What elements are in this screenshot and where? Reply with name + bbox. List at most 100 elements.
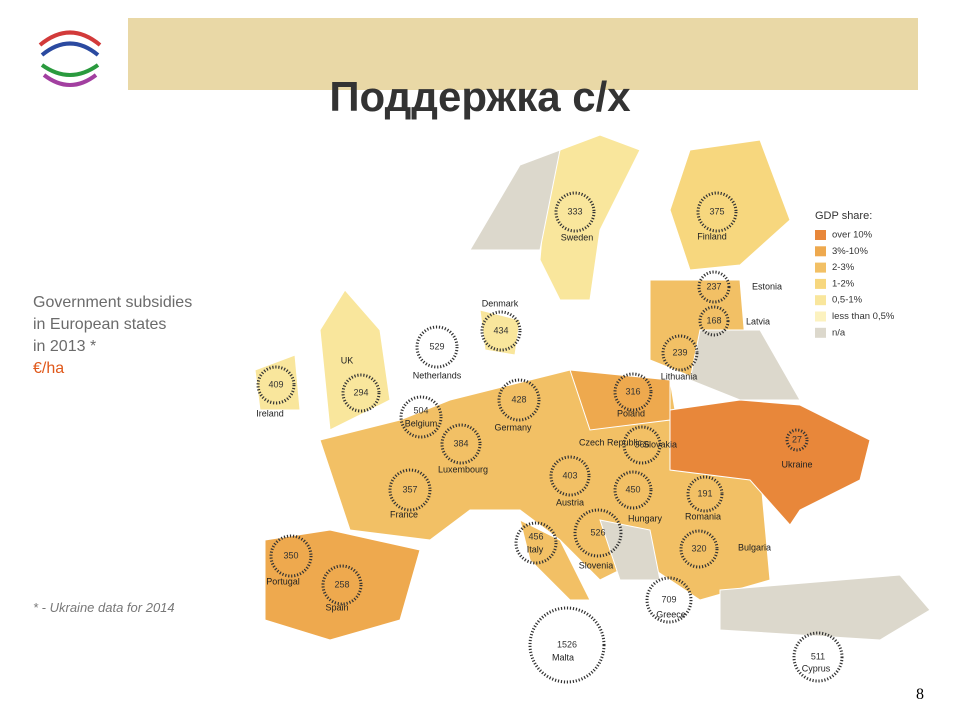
country-label: Lithuania — [661, 371, 698, 381]
description-line: in 2013 * — [33, 338, 97, 355]
country-value: 709 — [661, 594, 676, 604]
country-value: 511 — [811, 651, 825, 661]
country-value: 237 — [706, 281, 721, 291]
legend-swatch — [815, 295, 826, 306]
value-ring — [480, 310, 522, 352]
legend: GDP share: over 10% 3%-10% 2-3% 1-2% 0,5-1% l… — [815, 210, 895, 338]
country-value: 456 — [528, 531, 543, 541]
country-label: Hungary — [628, 513, 663, 523]
value-ring — [645, 576, 693, 624]
legend-swatch — [815, 311, 826, 322]
country-label: Luxembourg — [438, 464, 488, 474]
value-ring — [549, 455, 591, 497]
country-value: 403 — [562, 470, 577, 480]
value-ring — [554, 191, 596, 233]
title: Поддержка с/х — [329, 73, 631, 120]
value-ring — [679, 529, 719, 569]
country-value: 529 — [429, 341, 444, 351]
country-label: Spain — [325, 602, 348, 612]
country-value: 526 — [590, 527, 605, 537]
legend-label: over 10% — [832, 230, 873, 241]
footnote: * - Ukraine data for 2014 — [33, 600, 175, 615]
country-label: Cyprus — [802, 663, 831, 673]
value-ring — [514, 521, 558, 565]
value-ring — [528, 606, 606, 684]
legend-swatch — [815, 278, 826, 289]
legend-swatch — [815, 246, 826, 257]
value-ring — [256, 365, 296, 405]
value-ring — [613, 470, 653, 510]
country-label: Bulgaria — [738, 542, 771, 552]
country-label: Austria — [556, 497, 584, 507]
value-ring — [686, 475, 724, 513]
country-value: 357 — [402, 484, 417, 494]
value-ring — [785, 428, 809, 452]
country-label: France — [390, 509, 418, 519]
country-label: Germany — [494, 422, 532, 432]
value-ring — [573, 508, 623, 558]
country-label: Ukraine — [781, 459, 812, 469]
country-label: Poland — [617, 408, 645, 418]
legend-swatch — [815, 327, 826, 338]
value-ring — [792, 631, 844, 683]
country-value: 434 — [493, 325, 508, 335]
legend-label: less than 0,5% — [832, 311, 895, 322]
page-number: 8 — [916, 686, 924, 703]
description-line: in European states — [33, 316, 167, 333]
value-ring — [399, 395, 443, 439]
legend-label: 0,5-1% — [832, 295, 863, 306]
legend-label: 3%-10% — [832, 246, 868, 257]
country-label: Italy — [527, 544, 544, 554]
value-ring — [388, 468, 432, 512]
country-value: 333 — [567, 206, 582, 216]
country-value: 375 — [709, 206, 724, 216]
value-ring — [497, 378, 541, 422]
country-label: Sweden — [561, 232, 594, 242]
country-label: Romania — [685, 511, 721, 521]
country-label: Latvia — [746, 316, 770, 326]
description: Government subsidies in European states … — [33, 292, 192, 380]
country-value: 409 — [268, 379, 283, 389]
country-value: 1526 — [557, 639, 577, 649]
country-label: Slovenia — [579, 560, 614, 570]
country-value: 258 — [334, 579, 349, 589]
country-value: 350 — [283, 550, 298, 560]
country-label: Denmark — [482, 298, 519, 308]
country-label: Finland — [697, 231, 727, 241]
map — [254, 134, 931, 641]
value-ring — [341, 373, 381, 413]
legend-label: 2-3% — [832, 262, 855, 273]
value-ring — [661, 334, 699, 372]
value-ring — [440, 423, 482, 465]
unit: €/ha — [33, 360, 65, 377]
country-value: 450 — [625, 484, 640, 494]
country-value: 384 — [453, 438, 468, 448]
legend-swatch — [815, 230, 826, 240]
country-value: 428 — [511, 394, 526, 404]
description-line: Government subsidies — [33, 294, 193, 311]
value-ring — [698, 305, 730, 337]
value-ring — [696, 191, 738, 233]
country-label: Belgium — [405, 418, 438, 428]
country-label: Malta — [552, 652, 574, 662]
value-ring — [613, 372, 653, 412]
value-ring — [321, 564, 363, 606]
wto-logo — [38, 30, 102, 87]
country-label: Ireland — [256, 408, 284, 418]
country-label: UK — [341, 355, 354, 365]
country-label: Slovakia — [643, 439, 677, 449]
legend-label: 1-2% — [832, 278, 855, 289]
country-label: Czech Republic — [579, 437, 643, 447]
legend-swatch — [815, 262, 826, 273]
legend-title: GDP share: — [815, 210, 872, 222]
country-value: 504 — [413, 405, 428, 415]
country-value: 27 — [792, 434, 802, 444]
country-label: Netherlands — [413, 370, 462, 380]
value-ring — [269, 534, 313, 578]
value-ring — [622, 425, 662, 465]
country-label: Greece — [656, 609, 686, 619]
country-value: 316 — [625, 386, 640, 396]
country-label: Estonia — [752, 281, 782, 291]
